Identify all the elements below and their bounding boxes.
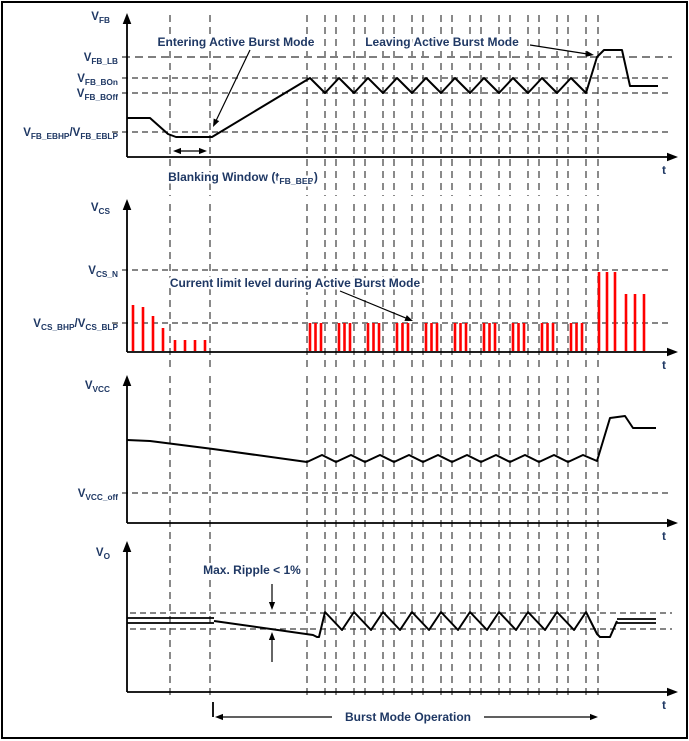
vvcc-time-axis-label: t [662,529,666,543]
vo-time-axis-label: t [662,698,666,712]
vfb-axis-title: VFB [91,11,110,25]
vcs-timing-dashed-lines [169,204,599,368]
level-vfb-ebhp-eblp: VFB_EBHP/VFB_EBLP [23,127,672,141]
burst-mode-span-right-arrow [484,713,598,721]
vo-timing-dashed-lines [169,544,599,700]
burst-mode-operation-label-text: Burst Mode Operation [345,710,471,724]
vo-axes: t [122,541,678,712]
level-vfb-boff: VFB_BOff [77,88,672,102]
vcs-axis-title: VCS [91,202,111,216]
vvcc-axis-title: VVCC [85,380,110,394]
vo-waveform [213,611,618,638]
vcs-current-pulses [131,272,646,351]
blanking-window-label: Blanking Window (tFB_BEB) [166,168,321,189]
blanking-window-span-arrow [173,147,207,155]
vfb-timing-dashed-lines [169,15,599,196]
level-label-vfb-lb: VFB_LB [84,52,118,66]
level-vvcc-off: VVCC_off [78,488,672,502]
vcs-axes: t [122,199,678,372]
current-limit-arrow [339,290,413,321]
vvcc-timing-dashed-lines [169,376,599,540]
vcs-time-axis-label: t [662,358,666,372]
current-limit-label: Current limit level during Active Burst … [167,274,423,293]
max-ripple-label-text: Max. Ripple < 1% [203,563,301,577]
vfb-axes: t [122,13,678,177]
level-label-vcs-bhp-blp: VCS_BHP/VCS_BLP [33,318,118,332]
level-vcs-bhp-blp: VCS_BHP/VCS_BLP [33,318,672,332]
max-ripple-label: Max. Ripple < 1% [201,561,304,580]
vvcc-axes: t [122,375,678,543]
level-vfb-lb: VFB_LB [84,52,672,66]
ripple-upper-arrow [268,584,276,610]
level-label-vfb-ebhp-eblp: VFB_EBHP/VFB_EBLP [23,127,118,141]
entering-active-burst-mode-arrow [213,49,251,127]
burst-mode-operation-label: Burst Mode Operation [342,708,473,727]
vo-axis-title: VO [96,547,111,561]
entering-active-burst-mode-label-text: Entering Active Burst Mode [158,35,315,49]
level-label-vfb-bon: VFB_BOn [77,73,118,87]
current-limit-label-text: Current limit level during Active Burst … [170,276,421,290]
blanking-window-label-text: Blanking Window (tFB_BEB) [168,170,318,186]
leaving-active-burst-mode-label-text: Leaving Active Burst Mode [365,35,519,49]
vfb-waveform [127,49,658,138]
leaving-active-burst-mode-label: Leaving Active Burst Mode [363,33,522,52]
level-label-vcs-n: VCS_N [88,265,118,279]
level-label-vfb-boff: VFB_BOff [77,88,118,102]
level-vcs-n: VCS_N [88,265,672,279]
panel-vo: t VO Max. Ripple < 1% Burst Mode Operation [96,541,678,727]
entering-active-burst-mode-label: Entering Active Burst Mode [155,33,317,52]
burst-mode-span-left-arrow [215,713,332,721]
vvcc-waveform [126,415,656,463]
leaving-active-burst-mode-arrow [529,44,594,57]
vfb-time-axis-label: t [662,163,666,177]
ripple-lower-arrow [268,632,276,662]
level-label-vvcc-off: VVCC_off [78,488,119,502]
